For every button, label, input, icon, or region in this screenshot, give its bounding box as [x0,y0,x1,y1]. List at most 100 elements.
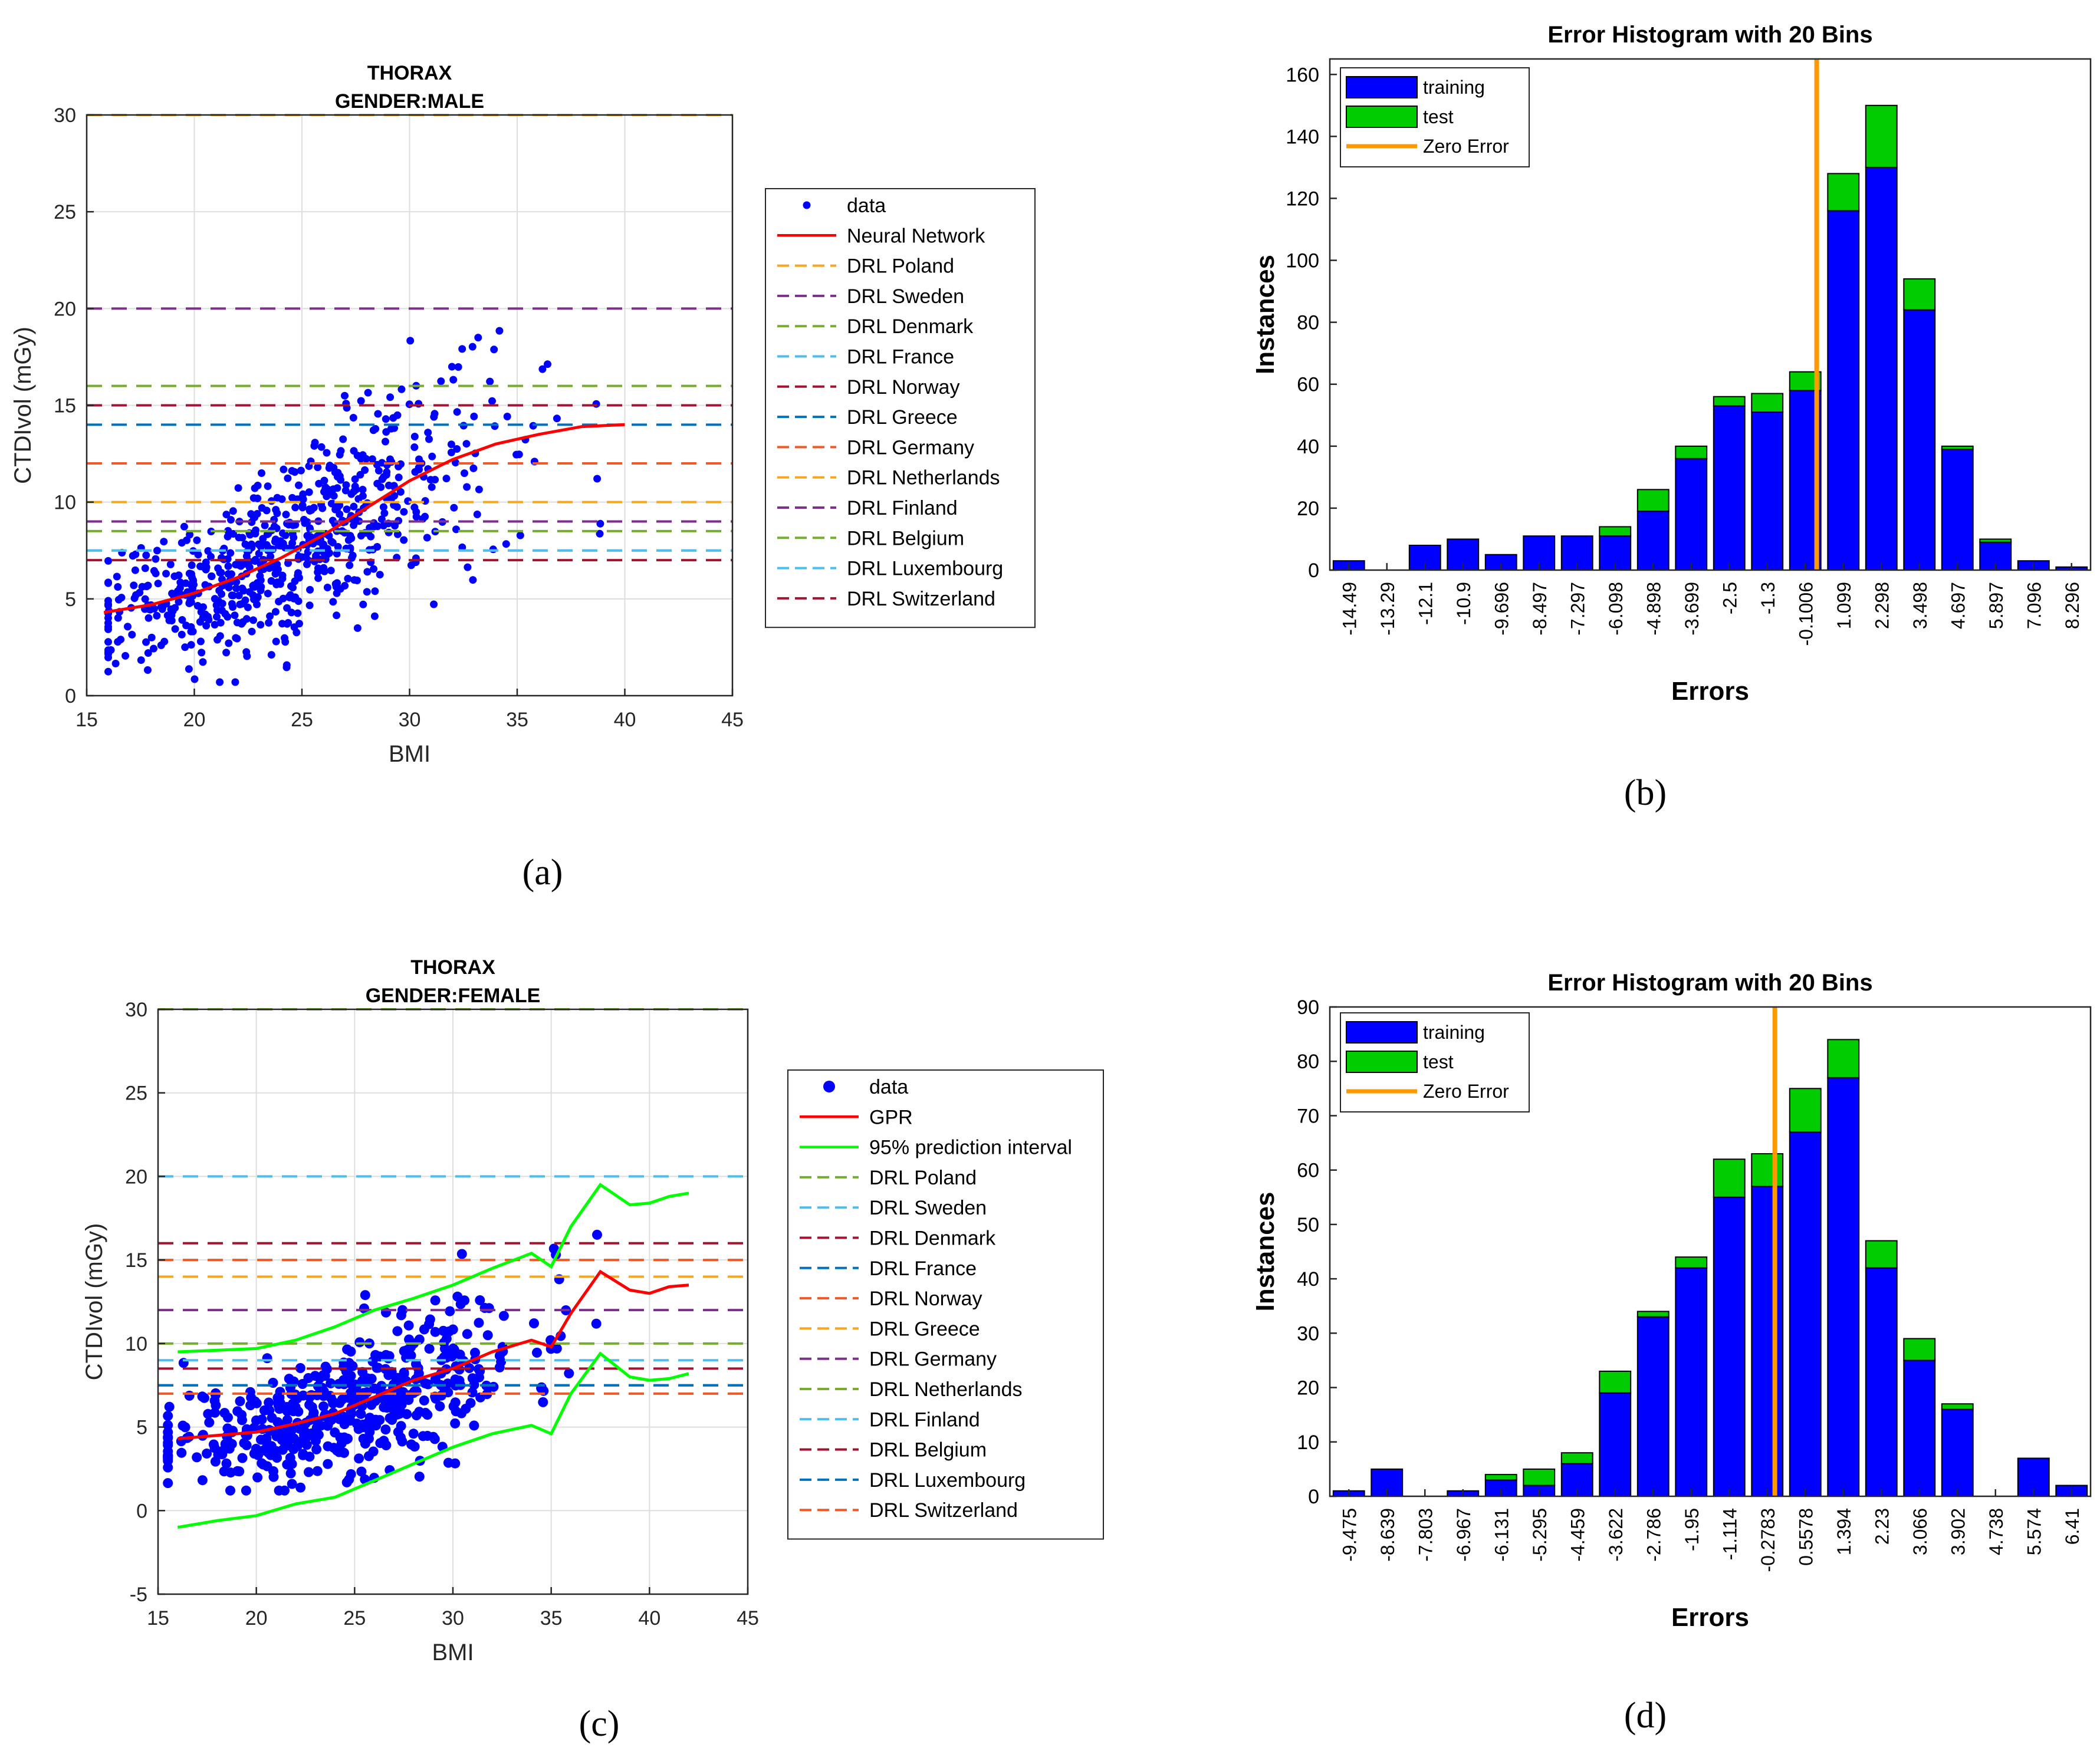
data-point [454,363,462,371]
data-point [393,530,402,538]
data-point [244,603,252,611]
data-point [279,1430,289,1441]
data-point [502,540,510,548]
data-point [251,1444,261,1454]
data-point [399,1346,409,1357]
x-axis-label: BMI [432,1640,474,1665]
data-point [190,581,198,589]
x-tick-label: 3.066 [1910,1508,1931,1555]
x-tick-label: -9.696 [1491,582,1512,636]
bar-training [1941,1408,1974,1497]
data-point [271,570,280,578]
data-point [243,652,251,660]
bar-training [1713,1196,1746,1497]
data-point [208,572,216,580]
data-point [290,623,298,631]
data-point [171,604,179,612]
data-point [267,552,275,561]
data-point [452,1291,463,1302]
data-point [178,630,186,638]
data-point [252,1472,263,1483]
legend-item: DRL Luxembourg [777,558,1003,580]
data-point [346,1469,356,1479]
data-point [288,493,297,502]
data-point [142,638,150,646]
data-point [298,1450,308,1460]
data-point [104,579,112,587]
data-point [323,584,331,591]
legend-item: DRL Sweden [777,285,964,308]
legend: data GPR 95% prediction interval DRL Poland… [787,1069,1104,1540]
data-point [360,1290,370,1301]
x-tick-label: 1.099 [1833,582,1855,629]
curve-line [178,1183,689,1354]
data-point [280,1485,290,1496]
data-point [276,580,284,588]
data-point [396,488,405,496]
data-point [235,591,243,600]
data-point [382,437,389,446]
data-point [317,1390,327,1400]
legend: training test Zero Error [1340,67,1530,167]
panel-label: (a) [522,852,563,893]
data-point [114,614,122,622]
data-point [423,1379,433,1390]
data-point [428,483,436,491]
data-point [544,360,551,368]
legend: data Neural Network DRL Poland DRL Sweden DR… [765,188,1036,628]
data-point [204,1417,215,1428]
data-point [330,1427,340,1438]
data-point [232,634,240,642]
x-tick-label: -7.803 [1415,1508,1436,1562]
legend-item: Zero Error [1346,1081,1509,1102]
data-point [278,571,287,580]
data-point [314,574,323,582]
data-point [450,1418,461,1428]
x-tick-label: 45 [737,1607,759,1630]
data-point [157,641,165,649]
data-point [349,414,357,422]
data-point [410,433,419,440]
data-point [166,560,175,568]
data-point [184,1390,195,1401]
data-point [267,1413,277,1423]
data-point [326,1378,336,1388]
bar-training [1713,405,1746,571]
data-point [376,571,384,579]
data-point [503,413,511,420]
data-point [318,1401,328,1411]
bar-training [1941,449,1974,571]
y-tick-label: 20 [1297,1377,1319,1400]
y-tick-label: 20 [1297,498,1319,520]
data-point [359,492,367,500]
data-point [232,561,240,569]
legend-item: DRL Finland [800,1408,980,1431]
bar-test [1636,1311,1670,1318]
data-point [373,522,382,531]
data-point [222,511,231,519]
data-point [141,564,149,572]
data-point [356,1466,367,1477]
y-tick-label: 5 [136,1417,147,1439]
data-point [370,612,379,620]
data-point [298,503,307,512]
bar-training [1675,457,1708,571]
data-point [253,579,261,587]
y-tick-label: 30 [125,999,147,1021]
data-point [259,1405,270,1416]
data-point [132,550,140,558]
x-tick-label: -8.497 [1529,582,1550,636]
legend-item: DRL Switzerland [800,1499,1018,1522]
legend-item: test [1346,1051,1454,1073]
data-point [352,485,360,493]
data-point [262,1438,272,1449]
data-point [424,429,432,437]
legend-item: DRL Sweden [800,1197,987,1219]
y-tick-label: 40 [1297,436,1319,458]
x-tick-label: -8.639 [1377,1508,1398,1562]
data-point [350,502,358,511]
data-point [346,561,354,570]
data-point [458,543,466,551]
data-point [357,397,365,405]
data-point [304,557,313,564]
